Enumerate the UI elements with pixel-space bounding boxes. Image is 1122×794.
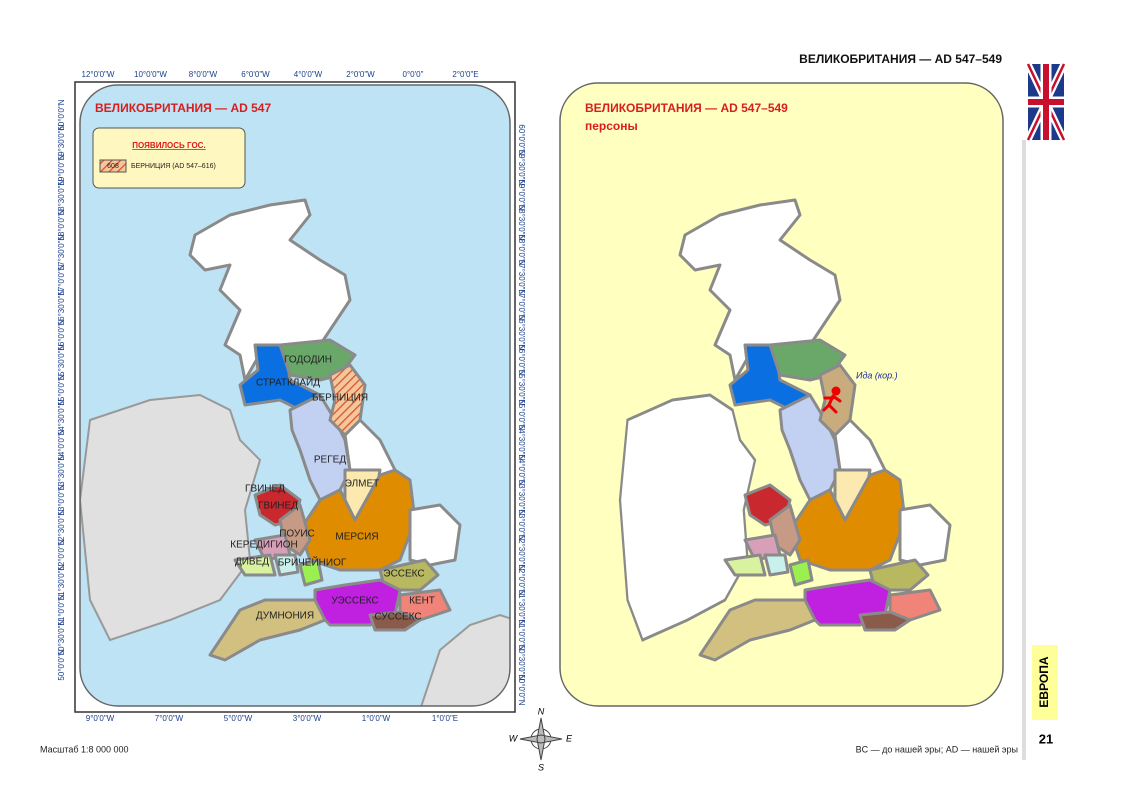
latitude-label: 54°30'0"N	[517, 425, 526, 461]
latitude-label: 52°30'0"N	[57, 509, 66, 545]
longitude-label: 7°0'0"W	[155, 714, 184, 723]
longitude-label: 1°0'0"W	[362, 714, 391, 723]
latitude-label: 55°0'0"N	[517, 399, 526, 430]
region-label: ГВИНЕД	[258, 501, 298, 512]
region-label: КЕНТ	[409, 596, 435, 607]
latitude-label: 59°30'0"N	[57, 124, 66, 160]
compass-letter: W	[509, 733, 519, 743]
region-label: УЭССЕКС	[331, 596, 378, 607]
compass-letter: E	[566, 733, 573, 743]
region-label: СТРАТКЛАЙД	[256, 376, 320, 389]
legend-heading: ПОЯВИЛОСЬ ГОС.	[132, 141, 205, 150]
latitude-label: 55°30'0"N	[57, 344, 66, 380]
person-icon	[822, 386, 842, 414]
latitude-label: 57°0'0"N	[57, 264, 66, 295]
longitude-label: 8°0'0"W	[189, 70, 218, 79]
region-label: БЕРНИЦИЯ	[312, 393, 368, 404]
latitude-label: 50°30'0"N	[517, 645, 526, 681]
region-label: БРИЧЕЙНИОГ	[278, 556, 347, 569]
region-label: ГОДОДИН	[284, 355, 332, 366]
latitude-label: 58°0'0"N	[517, 234, 526, 265]
compass-letter: S	[538, 762, 544, 772]
latitude-label: 58°30'0"N	[57, 179, 66, 215]
latitude-label: 51°30'0"N	[517, 590, 526, 626]
scale: Масштаб 1:8 000 000	[40, 744, 129, 754]
latitude-label: 55°0'0"N	[57, 374, 66, 405]
region-label: МЕРСИЯ	[335, 532, 378, 543]
region-label: СУССЕКС	[374, 612, 421, 623]
latitude-label: 60°0'0"N	[57, 99, 66, 130]
latitude-label: 55°30'0"N	[517, 370, 526, 406]
latitude-label: 60°0'0"N	[517, 124, 526, 155]
region-label: ЭЛМЕТ	[345, 479, 380, 490]
latitude-label: 54°0'0"N	[517, 454, 526, 485]
region-label: ЭССЕКС	[383, 569, 424, 580]
legend-badge: 608	[107, 163, 119, 170]
compass-letter: N	[538, 706, 545, 716]
latitude-label: 53°0'0"N	[57, 484, 66, 515]
latitude-label: 56°30'0"N	[57, 289, 66, 325]
latitude-label: 51°0'0"N	[57, 594, 66, 625]
latitude-label: 59°0'0"N	[57, 154, 66, 185]
region-label: КЕРЕДИГИОН	[230, 540, 297, 551]
latitude-label: 59°30'0"N	[517, 150, 526, 186]
latitude-label: 58°0'0"N	[57, 209, 66, 240]
legend-swatch	[99, 159, 127, 173]
longitude-label: 4°0'0"W	[294, 70, 323, 79]
latitude-label: 58°30'0"N	[517, 205, 526, 241]
longitude-label: 3°0'0"W	[293, 714, 322, 723]
longitude-label: 1°0'0"E	[432, 714, 458, 723]
longitude-label: 0°0'0"	[403, 70, 424, 79]
latitude-label: 50°0'0"N	[517, 674, 526, 705]
latitude-label: 53°0'0"N	[517, 509, 526, 540]
latitude-label: 54°30'0"N	[57, 399, 66, 435]
latitude-label: 52°0'0"N	[57, 539, 66, 570]
longitude-label: 10°0'0"W	[134, 70, 167, 79]
longitude-label: 6°0'0"W	[241, 70, 270, 79]
map-title: ВЕЛИКОБРИТАНИЯ — AD 547	[95, 101, 271, 115]
region-label: РЕГЕД	[314, 455, 346, 466]
longitude-label: 2°0'0"W	[346, 70, 375, 79]
latitude-label: 59°0'0"N	[517, 179, 526, 210]
right-map: ВЕЛИКОБРИТАНИЯ — AD 547–549 персоны Ида …	[559, 82, 1004, 707]
latitude-label: 50°0'0"N	[57, 649, 66, 680]
longitude-label: 2°0'0"E	[452, 70, 478, 79]
latitude-label: 53°30'0"N	[517, 480, 526, 516]
latitude-label: 57°0'0"N	[517, 289, 526, 320]
region-label: ДИВЕД	[235, 557, 269, 568]
left-map: ВЕЛИКОБРИТАНИЯ — AD 547 ПОЯВИЛОСЬ ГОС. 6…	[74, 81, 516, 713]
page-edge	[1022, 140, 1026, 760]
latitude-label: 57°30'0"N	[57, 234, 66, 270]
page-title: ВЕЛИКОБРИТАНИЯ — AD 547–549	[799, 52, 1002, 66]
latitude-label: 56°30'0"N	[517, 315, 526, 351]
section-label: ЕВРОПА	[1037, 656, 1051, 707]
region-label: ПОУИС	[279, 529, 315, 540]
page-number: 21	[1039, 731, 1053, 746]
person-label: Ида (кор.)	[856, 370, 898, 380]
latitude-label: 51°30'0"N	[57, 564, 66, 600]
region-label: ГВИНЕД	[245, 484, 285, 495]
longitude-label: 5°0'0"W	[224, 714, 253, 723]
latitude-label: 52°0'0"N	[517, 564, 526, 595]
section-tab	[1032, 645, 1058, 720]
era-note: BC — до нашей эры; AD — нашей эры	[856, 744, 1018, 754]
latitude-label: 56°0'0"N	[57, 319, 66, 350]
longitude-label: 9°0'0"W	[86, 714, 115, 723]
legend-item: БЕРНИЦИЯ (AD 547–616)	[131, 163, 216, 170]
latitude-label: 51°0'0"N	[517, 619, 526, 650]
latitude-label: 53°30'0"N	[57, 454, 66, 490]
latitude-label: 50°30'0"N	[57, 619, 66, 655]
latitude-label: 52°30'0"N	[517, 535, 526, 571]
latitude-label: 54°0'0"N	[57, 429, 66, 460]
region-label: ДУМНОНИЯ	[256, 611, 314, 622]
latitude-label: 56°0'0"N	[517, 344, 526, 375]
map-subtitle: персоны	[585, 119, 638, 133]
longitude-label: 12°0'0"W	[82, 70, 115, 79]
map-title: ВЕЛИКОБРИТАНИЯ — AD 547–549	[585, 101, 788, 115]
compass	[519, 717, 563, 761]
uk-flag	[1024, 62, 1068, 142]
legend-box	[92, 127, 246, 189]
latitude-label: 57°30'0"N	[517, 260, 526, 296]
